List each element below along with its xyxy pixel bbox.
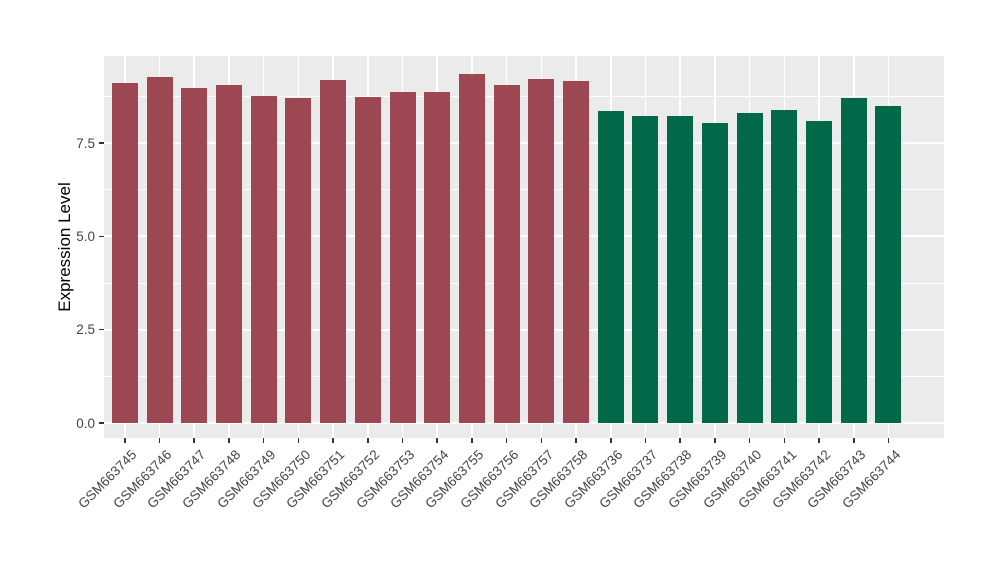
x-tick	[124, 438, 126, 443]
y-tick	[99, 328, 104, 331]
bar-GSM663748	[215, 84, 242, 423]
bar-GSM663746	[146, 76, 173, 423]
bar-GSM663744	[875, 105, 902, 423]
x-tick	[610, 438, 612, 443]
x-tick	[714, 438, 716, 443]
bar-GSM663743	[840, 98, 867, 423]
gridline-y-minor	[104, 375, 944, 377]
x-tick	[679, 438, 681, 443]
x-tick	[367, 438, 369, 443]
x-tick	[332, 438, 334, 443]
y-tick	[99, 422, 104, 424]
bar-GSM663747	[181, 88, 208, 423]
y-tick-label: 0.0	[76, 415, 95, 431]
y-tick-label: 2.5	[76, 322, 95, 338]
bar-GSM663755	[458, 73, 485, 423]
x-tick	[783, 438, 786, 443]
x-tick	[193, 438, 195, 443]
gridline-y-major	[104, 235, 944, 238]
x-tick	[818, 438, 820, 443]
bar-GSM663740	[736, 113, 763, 423]
gridline-y-minor	[104, 95, 944, 97]
x-tick	[436, 438, 438, 443]
x-tick	[505, 438, 508, 443]
x-tick	[471, 438, 473, 443]
x-tick	[748, 438, 751, 443]
bar-GSM663750	[285, 97, 312, 423]
bar-GSM663753	[389, 92, 416, 423]
bar-GSM663739	[701, 123, 728, 423]
bar-GSM663737	[632, 116, 659, 423]
gridline-y-major	[104, 142, 944, 145]
bar-GSM663752	[354, 97, 381, 423]
y-tick-label: 7.5	[76, 135, 95, 151]
bar-GSM663757	[528, 78, 555, 423]
bar-GSM663751	[320, 80, 347, 423]
bar-GSM663742	[806, 120, 833, 423]
gridline-y-major	[104, 422, 944, 424]
bar-GSM663745	[111, 83, 138, 423]
x-tick	[575, 438, 577, 443]
x-tick	[644, 438, 647, 443]
bar-GSM663754	[424, 92, 451, 423]
y-tick	[99, 235, 104, 238]
x-tick	[262, 438, 265, 443]
x-tick	[401, 438, 404, 443]
x-tick	[540, 438, 543, 443]
gridline-y-minor	[104, 189, 944, 191]
bar-GSM663756	[493, 84, 520, 423]
x-tick	[887, 438, 890, 443]
x-tick	[853, 438, 855, 443]
y-axis-title: Expression Level	[55, 182, 74, 312]
gridline-y-major	[104, 328, 944, 331]
plot-panel	[104, 56, 944, 438]
y-tick	[99, 142, 104, 144]
bar-GSM663749	[250, 95, 277, 423]
x-tick	[228, 438, 230, 443]
gridline-y-minor	[104, 282, 944, 284]
y-tick-label: 5.0	[76, 228, 95, 244]
bar-GSM663758	[563, 81, 590, 423]
x-tick	[297, 438, 300, 443]
bar-GSM663736	[597, 111, 624, 423]
bar-GSM663741	[771, 110, 798, 423]
bar-GSM663738	[667, 116, 694, 423]
x-tick	[158, 438, 161, 443]
